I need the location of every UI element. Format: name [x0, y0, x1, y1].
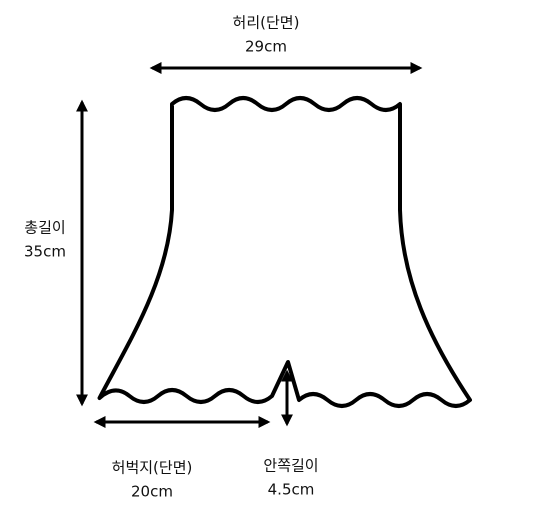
label: 안쪽길이	[263, 457, 318, 475]
value: 35cm	[24, 243, 66, 261]
garment-outline	[97, 96, 472, 408]
value: 4.5cm	[268, 481, 315, 499]
value: 29cm	[245, 38, 287, 56]
label: 허벅지(단면)	[112, 459, 193, 477]
value: 20cm	[131, 483, 173, 501]
label: 총길이	[24, 219, 65, 237]
label: 허리(단면)	[233, 14, 300, 32]
